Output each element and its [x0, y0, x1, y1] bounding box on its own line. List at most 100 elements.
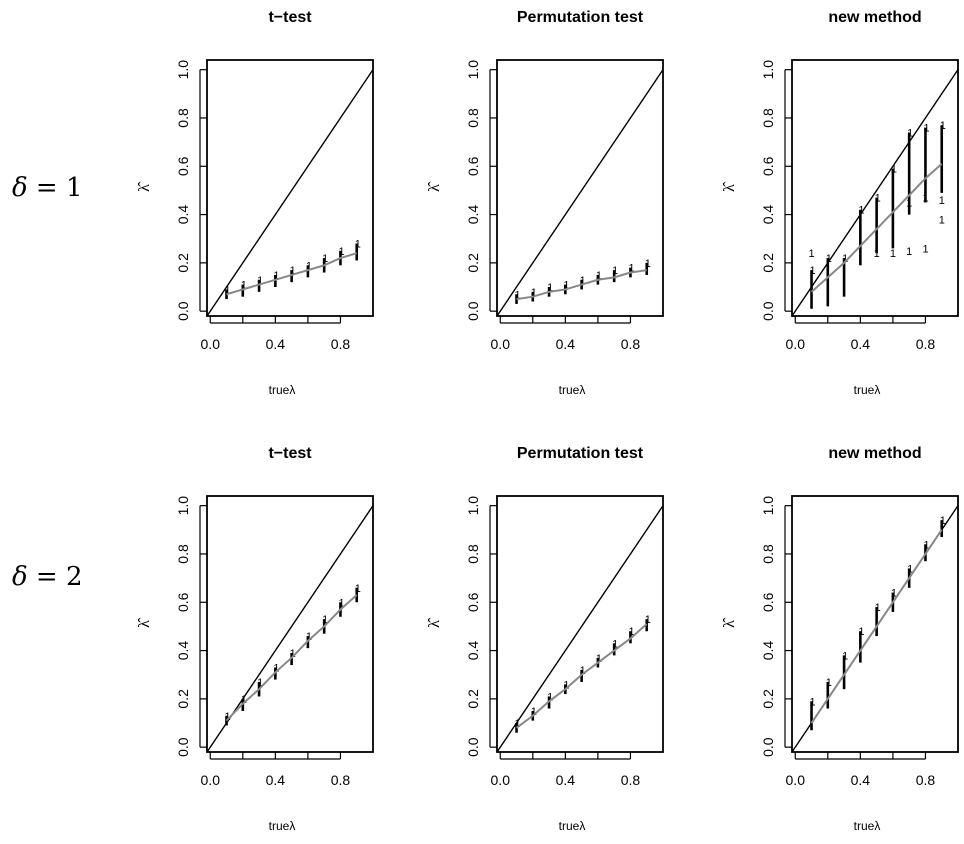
identity-line — [497, 505, 663, 752]
plot-frame — [206, 495, 374, 753]
panel-title: Permutation test — [517, 445, 644, 462]
x-tick-label: 0.4 — [266, 772, 286, 788]
point-mark: 1 — [612, 265, 618, 277]
point-mark: 1 — [290, 648, 296, 660]
row-label-delta-2: δ = 2 — [12, 562, 83, 592]
plot-frame — [496, 495, 664, 753]
point-mark: 1 — [338, 597, 344, 609]
point-mark: 1 — [810, 265, 816, 277]
x-tick-label: 0.0 — [786, 336, 806, 352]
y-tick-label: 0.6 — [465, 592, 481, 612]
x-tick-label: 0.8 — [621, 772, 641, 788]
y-tick-label: 0.0 — [760, 737, 776, 757]
y-tick-label: 0.6 — [760, 592, 776, 612]
outlier-point: 1 — [939, 195, 945, 207]
point-mark: 1 — [273, 662, 279, 674]
plot-frame — [791, 495, 959, 753]
panel-title: t−test — [268, 9, 312, 26]
panel-2: Permutation test 1 1 1 1 1 1 1 1 1 0.0 0.2 0.4 0.6 0.8… — [426, 9, 664, 397]
y-axis-label: λ̂ — [721, 617, 738, 628]
y-tick-label: 0.0 — [175, 737, 191, 757]
outlier-point: 1 — [890, 248, 896, 260]
panel-title: Permutation test — [517, 9, 644, 26]
y-tick-label: 0.2 — [760, 689, 776, 709]
outlier-point: 1 — [922, 193, 928, 205]
point-mark: 1 — [826, 253, 832, 265]
y-tick-label: 1.0 — [760, 60, 776, 80]
point-mark: 1 — [810, 696, 816, 708]
x-tick-label: 0.8 — [916, 336, 936, 352]
y-tick-label: 0.2 — [760, 253, 776, 273]
point-mark: 1 — [531, 287, 537, 299]
x-tick-label: 0.4 — [556, 772, 576, 788]
x-axis-label: trueλ — [854, 819, 881, 833]
x-tick-label: 0.8 — [331, 772, 351, 788]
y-tick-label: 0.4 — [760, 205, 776, 225]
x-axis-label: trueλ — [854, 383, 881, 397]
point-mark: 1 — [891, 164, 897, 176]
point-mark: 1 — [547, 282, 553, 294]
point-mark: 1 — [547, 691, 553, 703]
point-mark: 1 — [596, 270, 602, 282]
point-mark: 1 — [858, 626, 864, 638]
point-mark: 1 — [842, 253, 848, 265]
y-tick-label: 1.0 — [175, 496, 191, 516]
y-tick-label: 0.4 — [175, 205, 191, 225]
y-tick-label: 0.0 — [465, 301, 481, 321]
identity-line — [792, 69, 958, 316]
x-axis-label: trueλ — [559, 819, 586, 833]
y-tick-label: 0.8 — [465, 108, 481, 128]
fit-line — [225, 594, 358, 722]
y-tick-label: 0.8 — [465, 544, 481, 564]
point-mark: 1 — [355, 239, 361, 251]
panel-title: t−test — [268, 445, 312, 462]
y-tick-label: 0.4 — [760, 641, 776, 661]
point-mark: 1 — [940, 120, 946, 132]
x-tick-label: 0.0 — [786, 772, 806, 788]
panel-title: new method — [828, 445, 921, 462]
y-tick-label: 1.0 — [175, 60, 191, 80]
outlier-point: 1 — [906, 197, 912, 209]
y-tick-label: 0.4 — [465, 205, 481, 225]
y-axis-label: λ̂ — [426, 181, 443, 192]
y-tick-label: 0.6 — [175, 592, 191, 612]
y-tick-label: 0.0 — [465, 737, 481, 757]
outlier-point: 1 — [939, 214, 945, 226]
fit-line — [516, 269, 647, 301]
point-mark: 1 — [563, 679, 569, 691]
outlier-point: 1 — [906, 246, 912, 258]
point-mark: 1 — [923, 539, 929, 551]
y-axis-label: λ̂ — [426, 617, 443, 628]
point-mark: 1 — [531, 706, 537, 718]
x-axis-label: trueλ — [559, 383, 586, 397]
plot-frame — [206, 59, 374, 317]
y-tick-label: 0.6 — [465, 156, 481, 176]
point-mark: 1 — [290, 265, 296, 277]
point-mark: 1 — [338, 246, 344, 258]
y-tick-label: 0.4 — [465, 641, 481, 661]
y-tick-label: 0.2 — [465, 253, 481, 273]
y-axis-label: λ̂ — [136, 181, 153, 192]
y-tick-label: 1.0 — [465, 60, 481, 80]
y-tick-label: 0.8 — [760, 544, 776, 564]
x-tick-label: 0.4 — [851, 336, 871, 352]
point-mark: 1 — [241, 694, 247, 706]
plot-frame — [791, 59, 959, 317]
point-mark: 1 — [225, 711, 231, 723]
point-mark: 1 — [875, 602, 881, 614]
y-tick-label: 0.8 — [175, 544, 191, 564]
fit-line — [515, 623, 648, 729]
point-mark: 1 — [875, 193, 881, 205]
point-mark: 1 — [612, 638, 618, 650]
point-mark: 1 — [306, 260, 312, 272]
identity-line — [207, 69, 373, 316]
y-tick-label: 0.0 — [760, 301, 776, 321]
point-mark: 1 — [241, 280, 247, 292]
